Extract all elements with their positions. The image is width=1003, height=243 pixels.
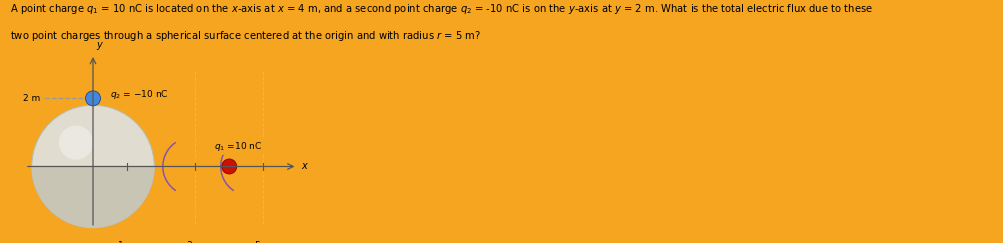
Text: $q_1$ =10 nC: $q_1$ =10 nC bbox=[214, 139, 262, 153]
Circle shape bbox=[32, 105, 154, 228]
Circle shape bbox=[59, 126, 93, 160]
Text: 5 m: 5 m bbox=[255, 242, 272, 243]
Circle shape bbox=[222, 159, 237, 174]
Text: A point charge $q_1$ = 10 nC is located on the $x$-axis at $x$ = 4 m, and a seco: A point charge $q_1$ = 10 nC is located … bbox=[10, 2, 873, 17]
Polygon shape bbox=[32, 166, 154, 228]
Text: 1 m: 1 m bbox=[118, 242, 135, 243]
Text: $y$: $y$ bbox=[96, 40, 104, 52]
Text: two point charges through a spherical surface centered at the origin and with ra: two point charges through a spherical su… bbox=[10, 29, 480, 43]
Text: $x$: $x$ bbox=[301, 162, 309, 172]
Text: 2 m: 2 m bbox=[23, 94, 40, 103]
Text: $q_2$ = −10 nC: $q_2$ = −10 nC bbox=[110, 88, 169, 102]
Circle shape bbox=[85, 91, 100, 106]
Text: 3 m: 3 m bbox=[187, 242, 204, 243]
